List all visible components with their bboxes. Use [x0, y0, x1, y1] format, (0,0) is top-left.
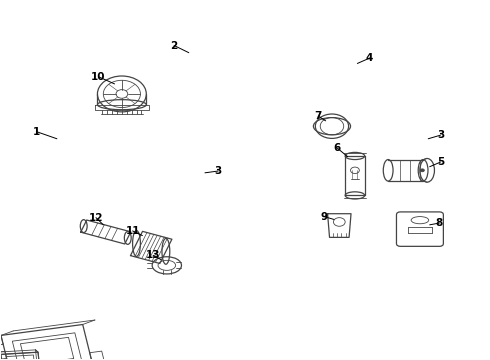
Text: 2: 2 [171, 41, 178, 50]
Text: 13: 13 [146, 250, 160, 260]
Text: 11: 11 [125, 226, 140, 236]
Text: 3: 3 [437, 130, 444, 140]
Text: 7: 7 [315, 111, 322, 121]
Text: 3: 3 [215, 166, 222, 176]
Text: 4: 4 [366, 53, 373, 63]
Text: 1: 1 [33, 127, 40, 136]
Text: 8: 8 [436, 218, 443, 228]
Text: 5: 5 [437, 157, 444, 167]
Text: 12: 12 [89, 213, 103, 222]
Ellipse shape [420, 169, 424, 172]
Text: 9: 9 [320, 212, 328, 221]
Text: 10: 10 [91, 72, 106, 82]
Text: 6: 6 [333, 143, 341, 153]
